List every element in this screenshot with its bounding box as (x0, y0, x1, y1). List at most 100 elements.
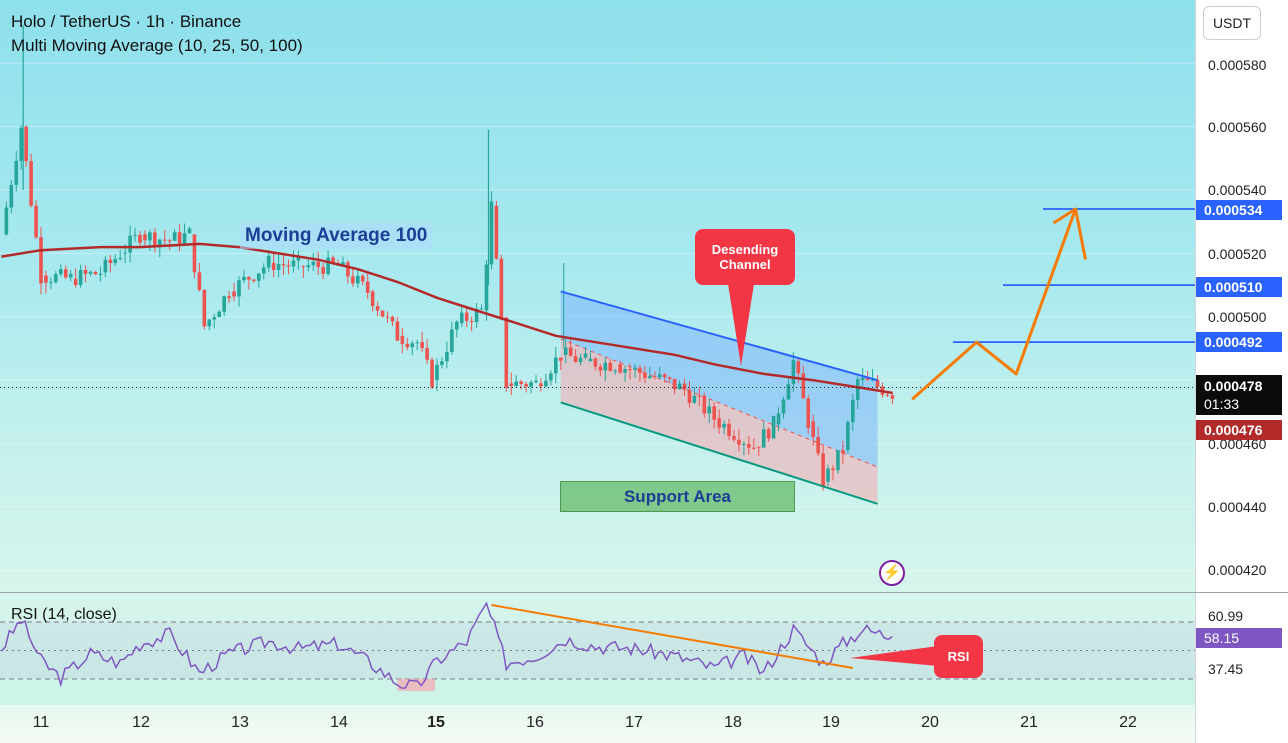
support-area-box[interactable]: Support Area (560, 481, 795, 512)
candle-body (192, 234, 197, 273)
candle-body (242, 276, 246, 281)
candle-body (172, 232, 177, 241)
date-axis[interactable] (0, 705, 1195, 743)
candle-body (865, 377, 870, 381)
rsi-title: RSI (14, close) (11, 606, 117, 623)
candle-body (806, 398, 811, 428)
date-tick: 21 (1020, 714, 1038, 731)
candle-body (851, 399, 855, 423)
candle-body (108, 259, 113, 263)
candle-body (44, 275, 48, 283)
candle-body (707, 406, 712, 414)
candle-body (227, 296, 231, 299)
callout-line: Desending (711, 242, 779, 257)
candle-body (519, 381, 523, 385)
candle-body (727, 423, 731, 437)
candle-body (370, 291, 375, 307)
price-tick: 0.000520 (1208, 246, 1267, 262)
date-tick: 20 (921, 714, 939, 731)
candle-body (93, 271, 98, 275)
candle-body (687, 389, 692, 403)
candle-body (113, 259, 118, 263)
descending-channel-callout[interactable]: Desending Channel (695, 229, 795, 285)
symbol-title: Holo / TetherUS · 1h · Binance (11, 12, 242, 31)
candle-body (633, 367, 637, 370)
candle-body (296, 257, 301, 261)
projection-arrowhead (1052, 207, 1087, 260)
date-tick: 19 (822, 714, 840, 731)
candle-body (662, 374, 667, 378)
candle-body (776, 413, 781, 425)
candle-body (385, 316, 390, 318)
candle-body (341, 262, 345, 267)
rsi-current-tag: 58.15 (1196, 628, 1282, 648)
candle-body (118, 257, 122, 260)
candle-body (578, 357, 583, 362)
candle-body (558, 357, 563, 361)
current-price-tag: 0.000478 01:33 (1196, 375, 1282, 415)
candle-body (756, 446, 761, 448)
candle-body (4, 207, 9, 235)
candle-body (573, 356, 578, 362)
rsi-callout[interactable]: RSI (934, 635, 983, 678)
candle-body (59, 269, 63, 275)
channel-upper-line (560, 290, 878, 382)
ma-price-tag: 0.000476 (1196, 420, 1282, 440)
candle-body (316, 261, 320, 268)
candle-body (331, 257, 335, 263)
candle-body (73, 278, 78, 286)
candle-body (54, 274, 58, 283)
candle-body (286, 265, 291, 267)
candle-body (766, 429, 771, 439)
candle-body (395, 321, 400, 341)
candle-body (182, 233, 187, 244)
candle-body (885, 394, 890, 396)
candle-body (276, 263, 281, 271)
price-axis[interactable] (1195, 0, 1288, 743)
candle-body (628, 369, 632, 371)
rsi-callout-pointer (850, 646, 938, 666)
candle-body (544, 380, 548, 387)
candle-body (68, 274, 73, 278)
lightning-icon[interactable]: ⚡ (879, 560, 905, 586)
rsi-line (0, 601, 893, 689)
candle-body (356, 275, 360, 284)
candle-body (524, 384, 528, 387)
candle-body (415, 342, 419, 344)
candle-body (390, 316, 395, 322)
currency-button[interactable]: USDT (1203, 6, 1261, 40)
candle-body (860, 377, 865, 381)
candle-body (682, 383, 687, 390)
candle-body (83, 269, 88, 274)
candle-body (514, 381, 518, 387)
candle-body (301, 266, 306, 268)
candle-body (667, 377, 672, 379)
date-tick: 17 (625, 714, 643, 731)
candle-body (761, 429, 766, 448)
candle-body (29, 161, 33, 206)
rsi-oversold-fill (397, 678, 436, 691)
candle-body (464, 312, 469, 321)
candle-body (484, 264, 489, 311)
price-tick: 0.000420 (1208, 562, 1267, 578)
candle-body (796, 361, 801, 374)
price-tick: 0.000560 (1208, 119, 1267, 135)
target-price-tag: 0.000492 (1196, 332, 1282, 352)
candle-body (291, 260, 296, 267)
candle-body (722, 423, 726, 428)
candle-body (752, 447, 756, 449)
candle-body (14, 160, 19, 185)
candle-body (222, 296, 226, 312)
candle-body (474, 308, 479, 323)
candle-body (123, 252, 127, 254)
candle-body (271, 262, 276, 271)
candle-body (588, 358, 593, 362)
candle-body (148, 232, 152, 241)
target-price-tag: 0.000534 (1196, 200, 1282, 220)
callout-line: Channel (719, 257, 771, 272)
pane-divider[interactable] (0, 592, 1288, 593)
candle-body (212, 317, 217, 320)
candle-body (247, 276, 251, 280)
candle-body (143, 234, 147, 241)
